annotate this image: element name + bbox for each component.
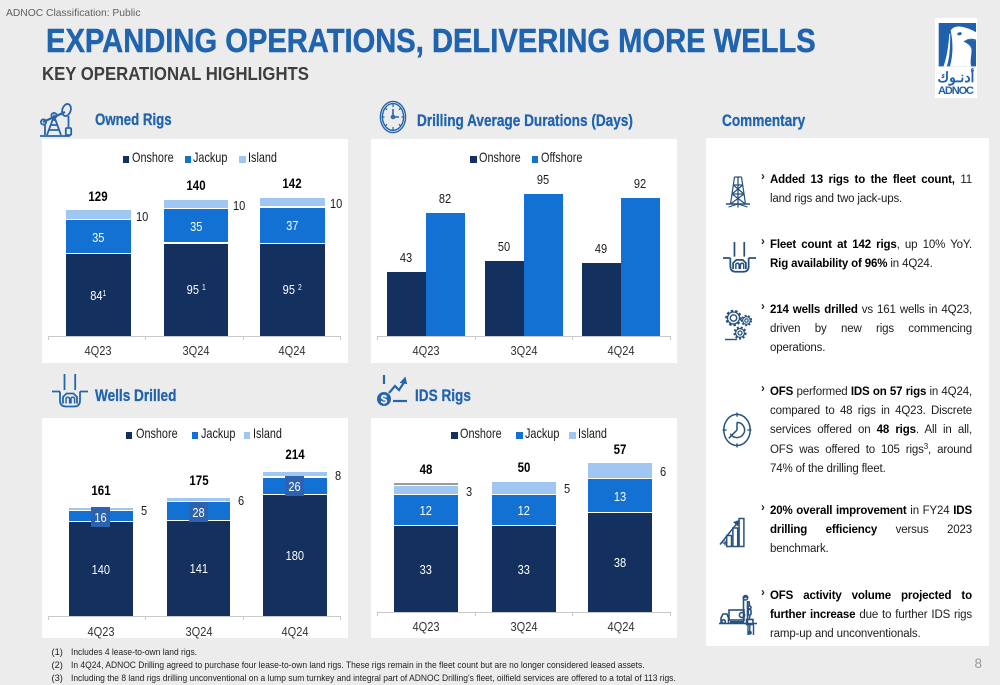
svg-text:$: $ [381,393,388,407]
svg-text:ADNOC: ADNOC [938,85,974,97]
svg-text:أدنـوك: أدنـوك [938,67,975,86]
